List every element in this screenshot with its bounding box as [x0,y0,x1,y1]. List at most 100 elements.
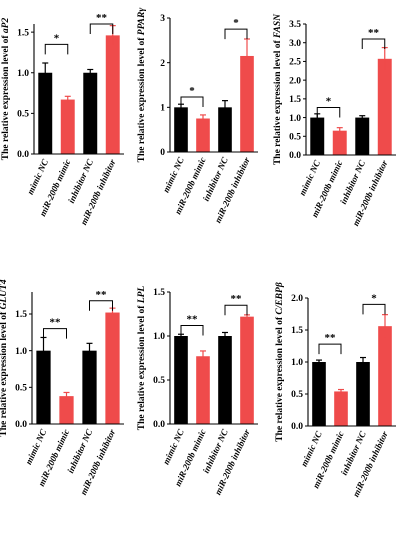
significance-label: * [371,292,377,304]
significance-bracket [89,300,113,311]
y-axis-title-prefix: The relative expression level of [275,316,285,442]
significance-label: ** [187,313,199,325]
y-tick-label: 0.5 [289,132,301,142]
y-tick-label: 0.0 [289,151,301,161]
y-tick-label: 1 [160,104,165,114]
y-tick-label: 2.5 [289,58,301,68]
significance-label: ** [325,332,337,344]
bar [312,362,326,426]
significance-label: ** [96,12,108,24]
x-category-label: mimic NC [23,427,48,466]
y-axis-title-gene: PPARγ [137,8,147,36]
y-tick-label: 1.5 [15,310,27,320]
y-tick-label: 1.5 [289,95,301,105]
y-tick-label: 3.0 [289,39,301,49]
significance-bracket [318,343,342,355]
y-axis-title-gene: LPL [137,286,147,305]
bar [38,72,53,154]
y-tick-label: 2 [160,59,165,69]
x-category-label: mimic NC [297,158,322,197]
significance-label: ** [50,317,62,329]
significance-bracket [316,106,341,118]
y-tick-label: 1.0 [153,332,165,342]
significance-bracket [89,23,114,34]
y-axis-title-prefix: The relative expression level of [137,37,147,163]
significance-label: * [189,85,195,97]
significance-label: ** [96,289,108,301]
significance-bracket [44,43,69,55]
y-tick-label: 0.5 [153,376,165,386]
bar [59,396,74,424]
significance-label: * [326,95,332,107]
y-tick-label: 0.0 [291,422,303,432]
y-tick-label: 0 [160,148,165,158]
significance-bracket [180,324,204,336]
bar [83,72,98,154]
x-category-label: mimic NC [299,429,324,468]
y-axis-title-gene: aP2 [1,18,11,34]
significance-label: * [233,17,239,29]
bar [356,362,370,426]
bar [218,336,232,424]
significance-bracket [362,303,386,315]
y-tick-label: 1.0 [291,358,303,368]
y-tick-label: 1.5 [17,28,29,38]
significance-bracket [224,304,248,316]
y-axis-title: The relative expression level of PPARγ [137,8,147,163]
y-tick-label: 0.5 [291,390,303,400]
significance-bracket [224,28,248,40]
bar [196,356,210,424]
significance-bracket [180,96,204,108]
y-axis-title: The relative expression level of C/EBPβ [275,282,285,442]
y-tick-label: 3.5 [289,20,301,30]
y-tick-label: 0.5 [15,384,27,394]
bar [60,99,75,154]
x-category-label: mimic NC [161,427,186,466]
significance-label: * [54,32,60,44]
bar [332,130,347,155]
y-tick-label: 3 [160,14,165,24]
y-axis-title-gene: FASN [273,13,283,39]
bar [105,35,120,154]
bar [310,117,325,155]
y-tick-label: 2.0 [291,294,303,304]
y-tick-label: 1.5 [291,326,303,336]
y-tick-label: 1.5 [153,288,165,298]
bar [174,107,188,152]
significance-label: ** [231,293,243,305]
y-tick-label: 0.0 [153,420,165,430]
y-tick-label: 0.0 [17,150,29,160]
significance-label: ** [368,27,380,39]
bar [240,316,254,424]
bar [36,350,51,424]
x-category-label: mimic NC [25,157,50,196]
y-axis-title-prefix: The relative expression level of [1,35,11,161]
y-axis-title: The relative expression level of FASN [273,13,283,165]
y-tick-label: 1.0 [17,69,29,79]
y-axis-title-prefix: The relative expression level of [0,311,9,437]
y-tick-label: 2.0 [289,76,301,86]
y-tick-label: 0.5 [17,110,29,120]
bar [196,118,210,152]
x-category-label: mimic NC [161,155,186,194]
bar [105,312,120,424]
bar [240,55,254,152]
bar [174,336,188,424]
bar [377,58,392,155]
y-axis-title-gene: GLUT4 [0,279,9,309]
y-axis-title-gene: C/EBPβ [275,282,285,314]
y-tick-label: 1.0 [289,114,301,124]
y-axis-title-prefix: The relative expression level of [273,39,283,165]
bar [218,107,232,152]
y-tick-label: 1.0 [15,347,27,357]
bar [82,350,97,424]
y-axis-title: The relative expression level of GLUT4 [0,279,9,436]
bar [334,391,348,426]
y-axis-title: The relative expression level of LPL [137,286,147,431]
